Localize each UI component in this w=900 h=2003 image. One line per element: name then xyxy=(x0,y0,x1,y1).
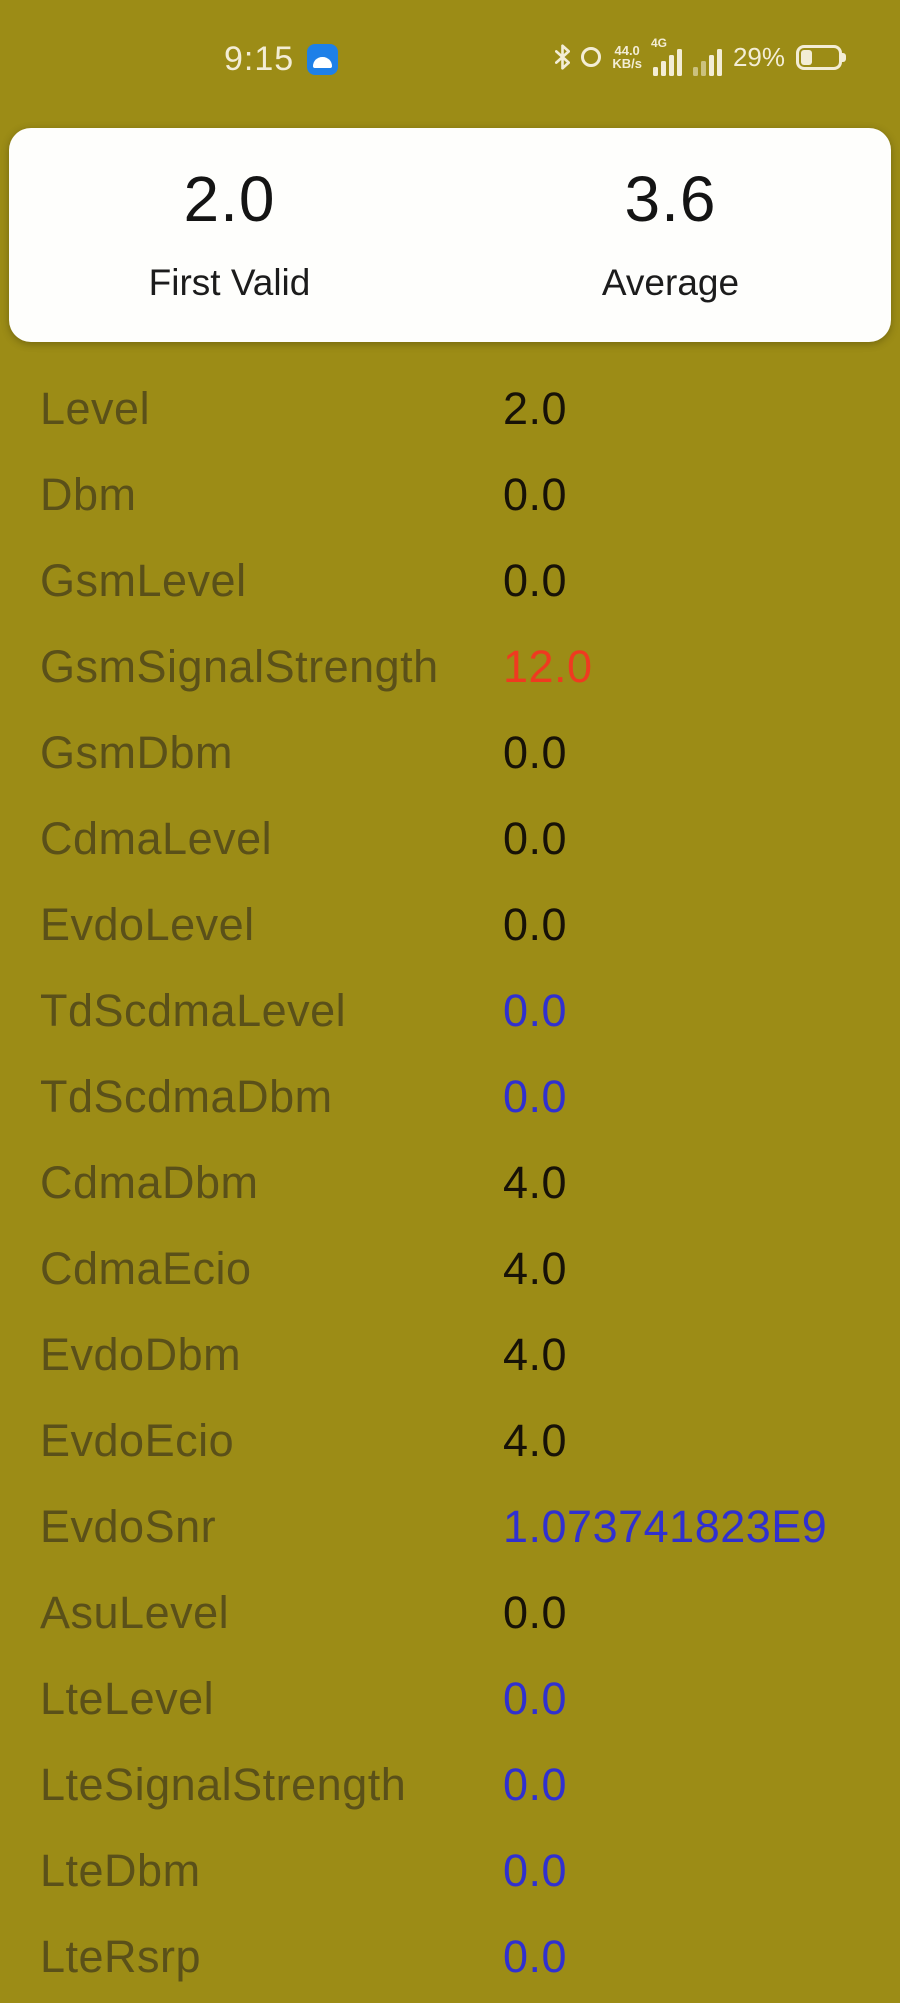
average-block: 3.6 Average xyxy=(450,128,891,342)
first-valid-label: First Valid xyxy=(148,262,311,303)
metric-value: 0.0 xyxy=(503,469,568,520)
metric-value: 0.0 xyxy=(503,813,568,864)
metric-row: LteRsrp 0.0 xyxy=(0,1914,900,2000)
metric-label: TdScdmaLevel xyxy=(40,985,347,1036)
data-saver-icon xyxy=(581,47,602,67)
metric-value: 0.0 xyxy=(503,1931,568,1982)
sim1-signal-icon: 4G xyxy=(650,35,682,76)
metric-value: 0.0 xyxy=(503,985,568,1036)
metric-row: GsmLevel 0.0 xyxy=(0,538,900,624)
metric-value: 1.073741823E9 xyxy=(503,1501,828,1552)
metric-label: GsmLevel xyxy=(40,555,247,606)
metric-value: 4.0 xyxy=(503,1329,568,1380)
network-speed-unit: KB/s xyxy=(612,56,642,71)
metric-row: TdScdmaDbm 0.0 xyxy=(0,1054,900,1140)
metric-label: EvdoLevel xyxy=(40,899,255,950)
metric-row: AsuLevel 0.0 xyxy=(0,1570,900,1656)
first-valid-block: 2.0 First Valid xyxy=(9,128,450,342)
metric-value: 0.0 xyxy=(503,899,568,950)
metric-row: GsmDbm 0.0 xyxy=(0,710,900,796)
sim2-signal-icon xyxy=(692,39,722,76)
metric-value: 4.0 xyxy=(503,1415,568,1466)
metric-row: GsmSignalStrength 12.0 xyxy=(0,624,900,710)
metric-label: EvdoEcio xyxy=(40,1415,235,1466)
sim1-network-type: 4G xyxy=(650,35,667,50)
clock: 9:15 xyxy=(224,40,295,78)
status-bar: 9:15 44.0 KB/s 4G 29% xyxy=(0,0,900,96)
metric-value: 12.0 xyxy=(503,641,593,692)
metric-value: 0.0 xyxy=(503,1587,568,1638)
metric-label: Dbm xyxy=(40,469,137,520)
metric-row: CdmaLevel 0.0 xyxy=(0,796,900,882)
metric-value: 0.0 xyxy=(503,1759,568,1810)
metric-value: 0.0 xyxy=(503,727,568,778)
metric-label: LteDbm xyxy=(40,1845,201,1896)
metric-label: Level xyxy=(40,383,151,434)
battery-fill xyxy=(801,49,812,65)
cloud-glyph xyxy=(313,57,332,68)
summary-card: 2.0 First Valid 3.6 Average xyxy=(9,128,891,342)
metrics-list[interactable]: Level 2.0 Dbm 0.0 GsmLevel 0.0 GsmSignal… xyxy=(0,366,900,2000)
metric-value: 0.0 xyxy=(503,1845,568,1896)
bluetooth-icon xyxy=(555,42,571,72)
metric-row: LteLevel 0.0 xyxy=(0,1656,900,1742)
metric-row: EvdoLevel 0.0 xyxy=(0,882,900,968)
metric-row: EvdoSnr 1.073741823E9 xyxy=(0,1484,900,1570)
metric-label: AsuLevel xyxy=(40,1587,230,1638)
first-valid-value: 2.0 xyxy=(183,163,276,235)
status-icons-cluster: 44.0 KB/s 4G 29% xyxy=(555,34,846,80)
metric-row: EvdoDbm 4.0 xyxy=(0,1312,900,1398)
metric-label: LteRsrp xyxy=(40,1931,202,1982)
metric-label: GsmDbm xyxy=(40,727,233,778)
metric-value: 4.0 xyxy=(503,1243,568,1294)
metric-row: CdmaEcio 4.0 xyxy=(0,1226,900,1312)
metric-label: EvdoSnr xyxy=(40,1501,217,1552)
metric-value: 0.0 xyxy=(503,1071,568,1122)
network-speed-indicator: 44.0 KB/s xyxy=(612,44,642,70)
metric-value: 0.0 xyxy=(503,1673,568,1724)
metric-value: 0.0 xyxy=(503,555,568,606)
notification-app-icon xyxy=(307,44,338,75)
network-speed-value: 44.0 xyxy=(614,43,640,58)
metric-label: CdmaDbm xyxy=(40,1157,259,1208)
metric-label: CdmaEcio xyxy=(40,1243,252,1294)
metric-row: LteSignalStrength 0.0 xyxy=(0,1742,900,1828)
metric-row: TdScdmaLevel 0.0 xyxy=(0,968,900,1054)
metric-label: LteSignalStrength xyxy=(40,1759,407,1810)
metric-row: Dbm 0.0 xyxy=(0,452,900,538)
metric-row: LteDbm 0.0 xyxy=(0,1828,900,1914)
metric-value: 4.0 xyxy=(503,1157,568,1208)
metric-label: TdScdmaDbm xyxy=(40,1071,333,1122)
metric-label: GsmSignalStrength xyxy=(40,641,439,692)
average-label: Average xyxy=(601,262,740,303)
metric-row: Level 2.0 xyxy=(0,366,900,452)
metric-label: CdmaLevel xyxy=(40,813,273,864)
metric-value: 2.0 xyxy=(503,383,568,434)
battery-percentage: 29% xyxy=(732,41,785,72)
average-value: 3.6 xyxy=(624,163,717,235)
metric-row: CdmaDbm 4.0 xyxy=(0,1140,900,1226)
metric-label: LteLevel xyxy=(40,1673,215,1724)
metric-label: EvdoDbm xyxy=(40,1329,242,1380)
battery-icon xyxy=(796,44,846,70)
metric-row: EvdoEcio 4.0 xyxy=(0,1398,900,1484)
